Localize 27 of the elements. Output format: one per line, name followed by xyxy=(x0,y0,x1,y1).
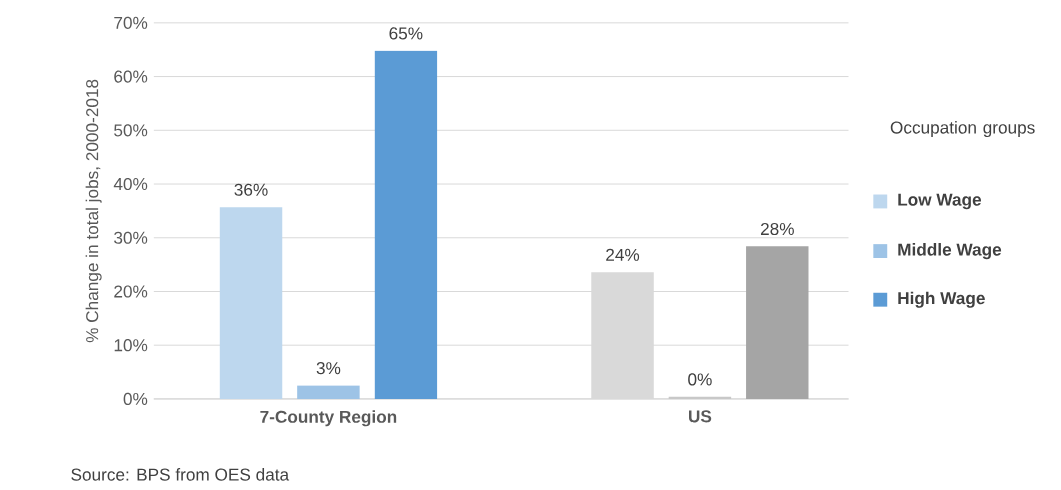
x-tick-label: US xyxy=(689,410,712,423)
y-tick-label: 10% xyxy=(114,339,148,352)
x-tick-label: 7-County Region xyxy=(260,410,397,427)
source-note: Source: BPS from OES data xyxy=(71,467,290,481)
legend-label: High Wage xyxy=(898,291,985,308)
y-tick-label: 0% xyxy=(123,392,148,405)
legend-label: Middle Wage xyxy=(898,242,1002,260)
data-label: 0% xyxy=(688,373,712,386)
y-tick-label: 20% xyxy=(114,285,148,298)
y-tick-label: 30% xyxy=(114,231,148,244)
data-label: 28% xyxy=(760,222,794,235)
y-tick-label: 50% xyxy=(114,124,148,137)
legend-label: Low Wage xyxy=(898,193,982,210)
bar xyxy=(219,207,283,399)
bar xyxy=(668,396,732,399)
data-label: 3% xyxy=(316,361,341,375)
bar xyxy=(746,246,809,399)
data-label: 24% xyxy=(606,248,640,261)
y-tick-label: 70% xyxy=(114,16,148,29)
bar xyxy=(297,385,360,399)
legend-title: Occupation groups xyxy=(890,120,1035,137)
y-tick-label: 60% xyxy=(114,70,148,83)
data-label: 65% xyxy=(389,27,423,40)
y-tick-label: 40% xyxy=(113,177,148,190)
data-label: 36% xyxy=(234,183,268,196)
y-axis-title: % Change in total jobs, 2000-2018 xyxy=(85,79,102,343)
bar xyxy=(374,50,438,399)
